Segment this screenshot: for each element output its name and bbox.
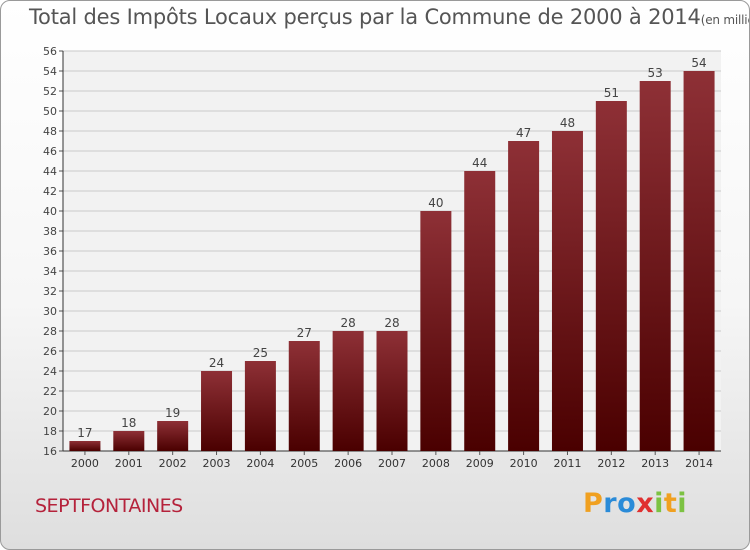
- x-tick-label: 2007: [378, 457, 406, 470]
- y-tick-label: 22: [43, 385, 57, 398]
- x-tick-label: 2010: [510, 457, 538, 470]
- bar: [595, 101, 627, 451]
- y-tick-label: 20: [43, 405, 57, 418]
- bar-value-label: 40: [428, 196, 443, 210]
- y-tick-label: 42: [43, 185, 57, 198]
- y-tick-label: 24: [43, 365, 57, 378]
- bar-value-label: 28: [340, 316, 355, 330]
- y-tick-label: 32: [43, 285, 57, 298]
- bar: [420, 211, 452, 451]
- x-tick-label: 2003: [203, 457, 231, 470]
- y-tick-label: 40: [43, 205, 57, 218]
- logo-letter: i: [677, 488, 688, 519]
- x-tick-label: 2004: [246, 457, 274, 470]
- y-tick-label: 44: [43, 165, 57, 178]
- bar-value-label: 24: [209, 356, 224, 370]
- bar-value-label: 44: [472, 156, 487, 170]
- bar-value-label: 28: [384, 316, 399, 330]
- bar: [113, 431, 145, 451]
- bar-value-label: 53: [648, 66, 663, 80]
- bar-value-label: 47: [516, 126, 531, 140]
- logo-letter: t: [663, 488, 678, 519]
- bar: [683, 71, 715, 451]
- bar: [508, 141, 540, 451]
- bar: [69, 441, 101, 451]
- x-tick-label: 2006: [334, 457, 362, 470]
- x-tick-label: 2001: [115, 457, 143, 470]
- bar: [288, 341, 320, 451]
- y-tick-label: 34: [43, 265, 57, 278]
- y-tick-label: 18: [43, 425, 57, 438]
- bar-value-label: 25: [253, 346, 268, 360]
- bar-value-label: 54: [691, 56, 706, 70]
- x-tick-label: 2005: [290, 457, 318, 470]
- y-tick-label: 26: [43, 345, 57, 358]
- bar: [157, 421, 189, 451]
- commune-name: SEPTFONTAINES: [35, 495, 183, 517]
- logo-letter: P: [583, 488, 604, 519]
- chart-unit: (en milliers d'€): [700, 13, 749, 27]
- y-tick-label: 16: [43, 445, 57, 458]
- x-tick-label: 2013: [641, 457, 669, 470]
- x-tick-label: 2002: [159, 457, 187, 470]
- y-tick-label: 28: [43, 325, 57, 338]
- bar-value-label: 27: [297, 326, 312, 340]
- bar: [376, 331, 408, 451]
- y-tick-label: 52: [43, 85, 57, 98]
- x-tick-label: 2014: [685, 457, 713, 470]
- x-tick-label: 2008: [422, 457, 450, 470]
- bar: [244, 361, 276, 451]
- bar-value-label: 51: [604, 86, 619, 100]
- y-tick-label: 56: [43, 45, 57, 58]
- logo-letter: r: [603, 488, 618, 519]
- logo-letter: x: [636, 488, 655, 519]
- logo-letter: i: [654, 488, 664, 519]
- y-tick-label: 50: [43, 105, 57, 118]
- y-tick-label: 48: [43, 125, 57, 138]
- bar: [332, 331, 364, 451]
- bar-value-label: 48: [560, 116, 575, 130]
- bar-value-label: 19: [165, 406, 180, 420]
- bar-value-label: 18: [121, 416, 136, 430]
- chart-title: Total des Impôts Locaux perçus par la Co…: [29, 5, 749, 29]
- chart-title-text: Total des Impôts Locaux perçus par la Co…: [29, 5, 701, 29]
- x-tick-label: 2009: [466, 457, 494, 470]
- proxiti-logo: Proxiti: [583, 488, 687, 519]
- y-tick-label: 38: [43, 225, 57, 238]
- bar-value-label: 17: [77, 426, 92, 440]
- logo-letter: o: [617, 488, 637, 519]
- y-tick-label: 46: [43, 145, 57, 158]
- bar: [201, 371, 233, 451]
- y-tick-label: 36: [43, 245, 57, 258]
- x-tick-label: 2011: [553, 457, 581, 470]
- bar: [639, 81, 671, 451]
- y-tick-label: 54: [43, 65, 57, 78]
- bar: [464, 171, 496, 451]
- y-tick-label: 30: [43, 305, 57, 318]
- x-tick-label: 2012: [597, 457, 625, 470]
- bar: [551, 131, 583, 451]
- x-tick-label: 2000: [71, 457, 99, 470]
